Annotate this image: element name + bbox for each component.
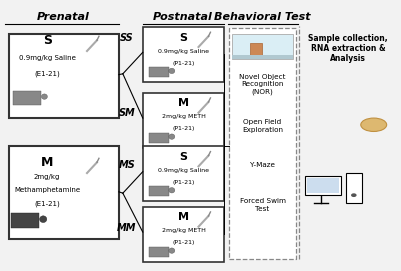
Bar bbox=[11, 213, 39, 228]
Text: (P1-21): (P1-21) bbox=[172, 126, 195, 131]
Bar bbox=[149, 133, 169, 143]
Text: Novel Object
Recognition
(NOR): Novel Object Recognition (NOR) bbox=[239, 74, 286, 95]
Ellipse shape bbox=[169, 188, 175, 193]
Text: 0.9mg/kg Saline: 0.9mg/kg Saline bbox=[158, 168, 209, 173]
Bar bbox=[305, 176, 341, 195]
Ellipse shape bbox=[169, 68, 175, 74]
Text: Prenatal: Prenatal bbox=[36, 12, 89, 22]
Ellipse shape bbox=[169, 248, 175, 253]
Text: (P1-21): (P1-21) bbox=[172, 180, 195, 185]
Text: MS: MS bbox=[118, 160, 135, 170]
Text: (P1-21): (P1-21) bbox=[172, 240, 195, 245]
Bar bbox=[149, 247, 169, 257]
Text: Postnatal: Postnatal bbox=[153, 12, 213, 22]
Text: Behavioral Test: Behavioral Test bbox=[214, 12, 310, 22]
Text: M: M bbox=[178, 212, 189, 222]
Bar bbox=[231, 34, 293, 59]
Text: Methamphetamine: Methamphetamine bbox=[14, 188, 80, 193]
Text: Forced Swim
Test: Forced Swim Test bbox=[240, 198, 286, 212]
Bar bbox=[346, 173, 362, 202]
Circle shape bbox=[351, 193, 356, 197]
Bar bbox=[149, 67, 169, 77]
Text: (P1-21): (P1-21) bbox=[172, 61, 195, 66]
Text: (E1-21): (E1-21) bbox=[34, 201, 60, 207]
Bar bbox=[307, 178, 339, 193]
FancyBboxPatch shape bbox=[143, 27, 225, 82]
Text: Y-Maze: Y-Maze bbox=[250, 162, 275, 168]
Ellipse shape bbox=[41, 94, 47, 99]
Text: S: S bbox=[180, 152, 188, 162]
Text: M: M bbox=[41, 156, 53, 169]
FancyBboxPatch shape bbox=[143, 93, 225, 148]
Bar bbox=[149, 186, 169, 196]
FancyBboxPatch shape bbox=[229, 28, 296, 259]
Text: 2mg/kg METH: 2mg/kg METH bbox=[162, 228, 206, 233]
Ellipse shape bbox=[169, 134, 175, 139]
FancyBboxPatch shape bbox=[9, 146, 119, 239]
Text: S: S bbox=[43, 34, 52, 47]
Text: M: M bbox=[178, 98, 189, 108]
Bar bbox=[13, 91, 41, 105]
Text: SS: SS bbox=[120, 33, 134, 43]
Bar bbox=[231, 55, 293, 59]
Text: (E1-21): (E1-21) bbox=[34, 70, 60, 77]
FancyBboxPatch shape bbox=[9, 34, 119, 118]
Text: Sample collection,
RNA extraction &
Analysis: Sample collection, RNA extraction & Anal… bbox=[308, 34, 388, 63]
Text: SM: SM bbox=[118, 108, 135, 118]
Text: 2mg/kg: 2mg/kg bbox=[34, 174, 61, 180]
Text: S: S bbox=[180, 33, 188, 43]
Text: 0.9mg/kg Saline: 0.9mg/kg Saline bbox=[158, 49, 209, 53]
Text: 0.9mg/kg Saline: 0.9mg/kg Saline bbox=[19, 55, 76, 61]
Text: MM: MM bbox=[117, 223, 137, 233]
FancyBboxPatch shape bbox=[143, 146, 225, 201]
Ellipse shape bbox=[361, 118, 387, 131]
Ellipse shape bbox=[40, 216, 47, 222]
FancyBboxPatch shape bbox=[143, 207, 225, 262]
Bar bbox=[250, 43, 262, 56]
Text: Open Field
Exploration: Open Field Exploration bbox=[242, 119, 283, 133]
Text: 2mg/kg METH: 2mg/kg METH bbox=[162, 114, 206, 119]
